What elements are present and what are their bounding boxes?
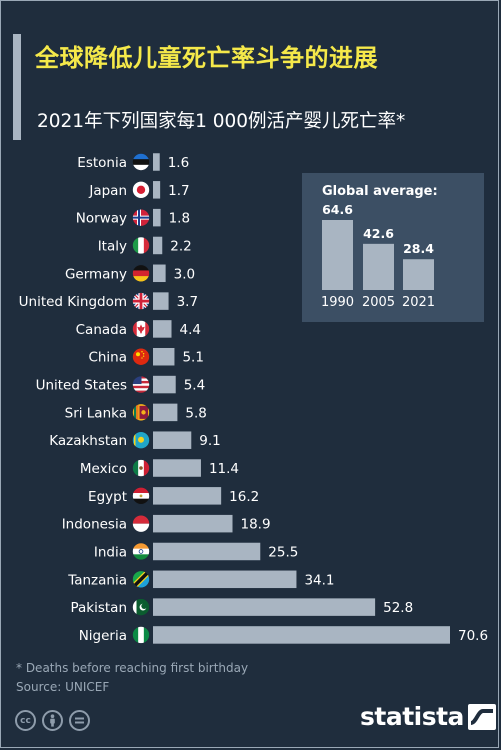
footnote: * Deaths before reaching first birthday [16, 661, 249, 675]
category-label: Pakistan [70, 600, 127, 616]
category-label: Indonesia [62, 517, 127, 533]
value-label: 1.7 [168, 183, 189, 199]
inset-bar [363, 243, 394, 290]
chart-subtitle: 2021年下列国家每1 000例活产婴儿死亡率* [37, 111, 406, 132]
statista-logo-icon [467, 703, 496, 730]
value-label: 4.4 [180, 322, 201, 338]
global-average-inset: Global average: 64.6 1990 42.6 2005 28.4 2021 [302, 173, 484, 322]
mexico-flag-icon [132, 459, 150, 477]
inset-year-label: 2005 [362, 295, 395, 310]
value-label: 5.4 [184, 378, 205, 394]
category-label: Sri Lanka [65, 405, 127, 421]
inset-bar [322, 220, 353, 290]
statista-logo[interactable]: statista [360, 702, 496, 731]
value-label: 3.7 [177, 294, 198, 310]
category-label: Norway [76, 211, 127, 227]
license-icons: cc [15, 710, 90, 731]
bar [153, 264, 166, 283]
china-flag-icon [132, 347, 150, 366]
statista-logo-text: statista [360, 702, 464, 731]
category-label: Germany [65, 266, 127, 282]
bar [153, 320, 172, 338]
category-label: Canada [76, 322, 127, 338]
chart-title: 全球降低儿童死亡率斗争的进展 [35, 44, 378, 72]
tanzania-flag-icon [132, 570, 150, 589]
bar [153, 236, 163, 255]
usa-flag-icon [132, 375, 150, 394]
value-label: 34.1 [304, 572, 334, 588]
value-label: 1.8 [169, 211, 190, 227]
value-label: 2.2 [170, 238, 191, 254]
bar [153, 347, 175, 366]
category-label: Tanzania [67, 572, 127, 588]
germany-flag-icon [132, 264, 150, 283]
value-label: 1.6 [168, 155, 189, 171]
inset-title: Global average: [322, 184, 438, 199]
bar-chart: Estonia 1.6 Japan 1.7 Norway 1.8 Italy 2.2 Germa… [19, 153, 488, 644]
inset-year-label: 2021 [402, 295, 435, 310]
value-label: 52.8 [383, 600, 413, 616]
canada-flag-icon [132, 320, 150, 338]
bar [153, 375, 176, 394]
main-bars-group: Estonia 1.6 Japan 1.7 Norway 1.8 Italy 2.2 Germa… [19, 153, 488, 644]
egypt-flag-icon [132, 487, 150, 505]
category-label: Kazakhstan [49, 433, 127, 449]
inset-bar [403, 259, 434, 290]
value-label: 5.8 [185, 405, 206, 421]
inset-value-label: 42.6 [363, 226, 394, 241]
inset-year-label: 1990 [321, 295, 354, 310]
source-label: Source: UNICEF [16, 680, 110, 694]
bar [153, 459, 201, 477]
category-label: United States [36, 378, 127, 394]
nigeria-flag-icon [132, 626, 150, 644]
pakistan-flag-icon [132, 598, 150, 616]
uk-flag-icon [132, 292, 150, 310]
bar [153, 570, 297, 589]
category-label: Nigeria [79, 628, 127, 644]
value-label: 3.0 [174, 266, 195, 282]
category-label: Egypt [88, 489, 127, 505]
category-label: Italy [98, 238, 127, 254]
cc-icon[interactable]: cc [15, 710, 36, 731]
norway-flag-icon [132, 208, 150, 227]
category-label: Estonia [77, 155, 127, 171]
bar [153, 514, 233, 533]
inset-value-label: 64.6 [322, 202, 353, 217]
value-label: 5.1 [182, 350, 203, 366]
indonesia-flag-icon [132, 514, 150, 533]
category-label: Japan [88, 183, 127, 199]
value-label: 16.2 [229, 489, 259, 505]
bar [153, 403, 178, 422]
inset-value-label: 28.4 [403, 241, 434, 256]
value-label: 11.4 [209, 461, 239, 477]
bar [153, 181, 161, 199]
bar [153, 431, 192, 449]
category-label: Mexico [80, 461, 127, 477]
value-label: 70.6 [458, 628, 488, 644]
bar [153, 487, 222, 505]
category-label: India [94, 544, 127, 560]
kazakhstan-flag-icon [132, 431, 150, 450]
title-accent-bar [13, 34, 21, 140]
bar [153, 292, 169, 310]
bar [153, 598, 376, 616]
bar [153, 208, 161, 227]
category-label: China [88, 350, 127, 366]
bar [153, 153, 160, 171]
bar [153, 542, 261, 561]
attribution-icon[interactable] [42, 710, 63, 731]
india-flag-icon [132, 542, 150, 561]
no-derivatives-icon[interactable] [69, 710, 90, 731]
estonia-flag-icon [132, 153, 150, 171]
japan-flag-icon [132, 181, 150, 199]
italy-flag-icon [132, 236, 150, 255]
category-label: United Kingdom [19, 294, 127, 310]
value-label: 25.5 [268, 544, 298, 560]
sri-lanka-flag-icon [132, 403, 150, 422]
value-label: 9.1 [199, 433, 220, 449]
bar [153, 626, 450, 644]
value-label: 18.9 [241, 517, 271, 533]
